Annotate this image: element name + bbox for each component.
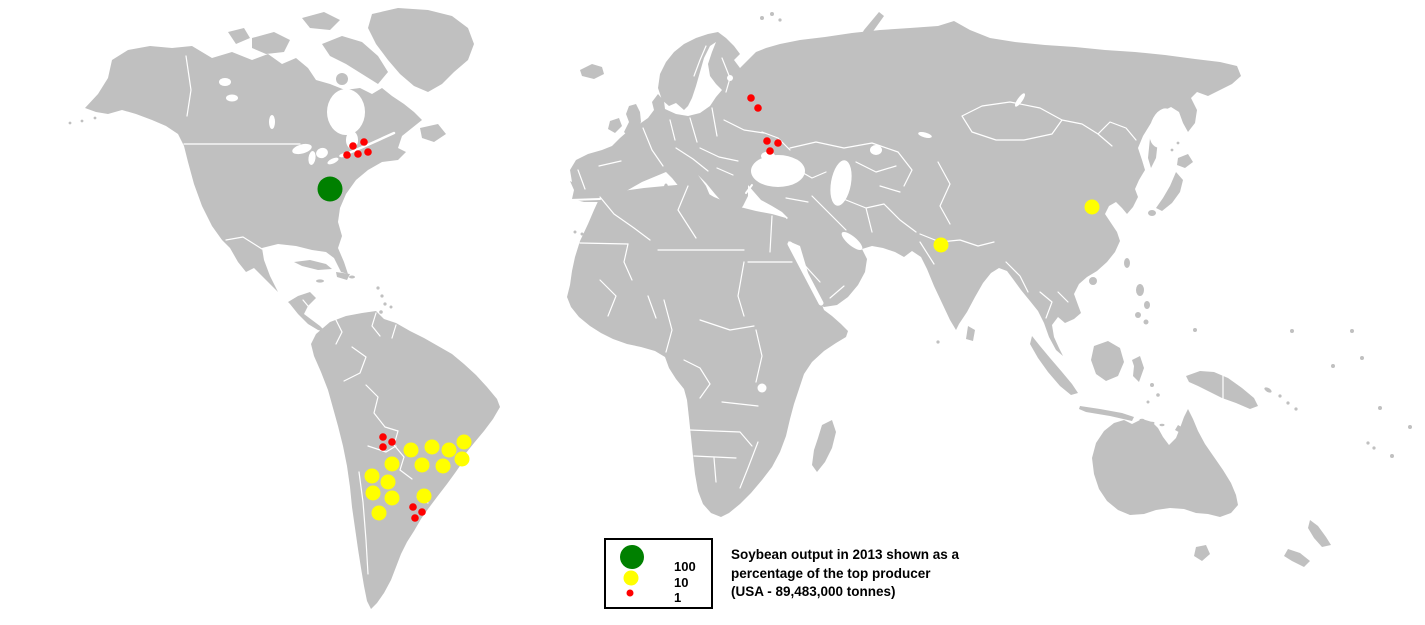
marker-red-uruguay <box>411 514 419 522</box>
caption-line-3: (USA - 89,483,000 tonnes) <box>731 584 896 599</box>
marker-yellow-brazil <box>435 458 451 474</box>
marker-yellow-argentina <box>380 474 396 490</box>
marker-red-canada <box>364 148 372 156</box>
marker-red-canada <box>343 151 351 159</box>
marker-red-russia <box>747 94 755 102</box>
legend-label-100: 100 <box>674 559 696 574</box>
country-borders <box>183 45 1224 575</box>
marker-green-united-states <box>317 176 343 202</box>
greenland-landmass <box>368 8 474 92</box>
africa-landmass <box>567 184 848 517</box>
marker-red-bolivia <box>379 443 387 451</box>
marker-red-russia <box>754 104 762 112</box>
south-america-landmass <box>311 311 500 609</box>
marker-red-ukraine <box>774 139 782 147</box>
marker-yellow-brazil <box>454 451 470 467</box>
marker-red-canada <box>360 138 368 146</box>
marker-red-canada <box>349 142 357 150</box>
marker-yellow-brazil <box>414 457 430 473</box>
marker-yellow-brazil <box>403 442 419 458</box>
marker-yellow-china <box>1084 199 1100 215</box>
legend-box: 100 10 1 <box>604 538 713 609</box>
marker-yellow-brazil <box>424 439 440 455</box>
marker-yellow-argentina <box>384 490 400 506</box>
marker-yellow-brazil <box>441 442 457 458</box>
legend-circle-10 <box>623 570 639 586</box>
caption: Soybean output in 2013 shown as a percen… <box>731 546 959 602</box>
marker-red-ukraine <box>766 147 774 155</box>
indonesia-islands <box>1030 336 1298 436</box>
marker-red-bolivia <box>379 433 387 441</box>
marker-yellow-india <box>933 237 949 253</box>
marker-red-bolivia <box>388 438 396 446</box>
legend-label-10: 10 <box>674 574 689 590</box>
marker-yellow-brazil <box>416 488 432 504</box>
legend-circle-100 <box>620 545 644 569</box>
madagascar-landmass <box>812 420 836 472</box>
marker-red-ukraine <box>763 137 771 145</box>
data-markers <box>317 94 1100 522</box>
marker-yellow-argentina <box>365 485 381 501</box>
europe-islands <box>573 12 884 236</box>
marker-red-canada <box>354 150 362 158</box>
caption-line-2: percentage of the top producer <box>731 565 931 581</box>
marker-red-uruguay <box>418 508 426 516</box>
arctic-islands <box>228 12 446 142</box>
australia-landmass <box>1092 409 1238 517</box>
landmasses <box>68 8 1412 609</box>
caption-line-1: Soybean output in 2013 shown as a <box>731 547 960 562</box>
marker-yellow-paraguay <box>384 456 400 472</box>
marker-yellow-brazil <box>456 434 472 450</box>
legend-circle-1 <box>626 589 634 597</box>
marker-yellow-argentina <box>364 468 380 484</box>
inland-water <box>219 75 1175 393</box>
caribbean-islands <box>294 260 393 314</box>
legend-labels: 100 10 1 <box>674 559 696 606</box>
east-asia-islands <box>68 116 1193 344</box>
oceania-islands <box>1193 328 1412 567</box>
marker-yellow-argentina <box>371 505 387 521</box>
eurasia-landmass <box>570 21 1241 356</box>
marker-red-uruguay <box>409 503 417 511</box>
north-america-landmass <box>85 46 422 332</box>
legend-label-1: 1 <box>674 590 682 605</box>
legend-symbols <box>620 545 644 597</box>
